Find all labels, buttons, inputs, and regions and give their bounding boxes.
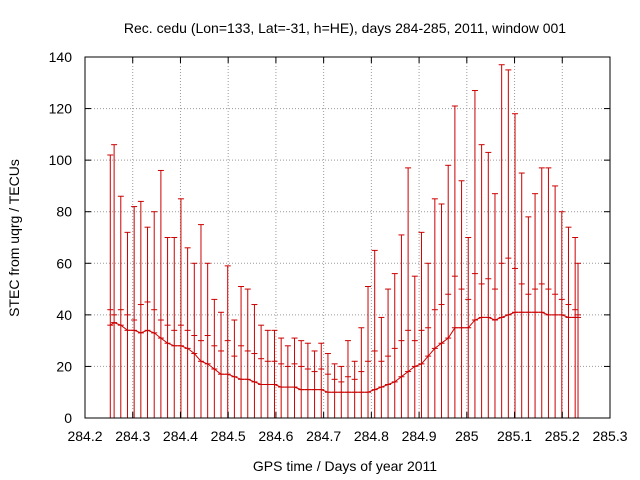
- x-tick-label: 285: [455, 428, 479, 444]
- lower-trace-line: [110, 311, 578, 393]
- x-tick-label: 284.7: [306, 428, 341, 444]
- grid: [85, 57, 610, 418]
- x-tick-label: 284.2: [67, 428, 102, 444]
- axis-ticks: 284.2 284.3 284.4 284.5 284.6 284.7 284.8 284.9…: [49, 49, 628, 444]
- plot-frame: [84, 56, 611, 419]
- x-tick-label: 285.1: [497, 428, 532, 444]
- y-tick-label: 120: [49, 101, 73, 117]
- y-axis-label: STEC from uqrg / TECUs: [6, 159, 22, 317]
- y-tick-label: 60: [56, 255, 72, 271]
- x-tick-label: 284.4: [163, 428, 198, 444]
- x-tick-label: 284.5: [211, 428, 246, 444]
- x-tick-label: 284.9: [402, 428, 437, 444]
- y-tick-label: 140: [49, 49, 73, 65]
- x-tick-label: 285.2: [545, 428, 580, 444]
- y-tick-label: 40: [56, 307, 72, 323]
- x-tick-label: 284.3: [115, 428, 150, 444]
- x-tick-label: 284.8: [354, 428, 389, 444]
- data-series: [107, 64, 582, 418]
- y-tick-label: 80: [56, 204, 72, 220]
- y-tick-label: 20: [56, 358, 72, 374]
- x-axis-label: GPS time / Days of year 2011: [253, 458, 437, 474]
- chart-title: Rec. cedu (Lon=133, Lat=-31, h=HE), days…: [124, 20, 566, 36]
- x-tick-label: 284.6: [258, 428, 293, 444]
- x-tick-label: 285.3: [592, 428, 627, 444]
- y-tick-label: 100: [49, 152, 73, 168]
- y-tick-label: 0: [64, 410, 72, 426]
